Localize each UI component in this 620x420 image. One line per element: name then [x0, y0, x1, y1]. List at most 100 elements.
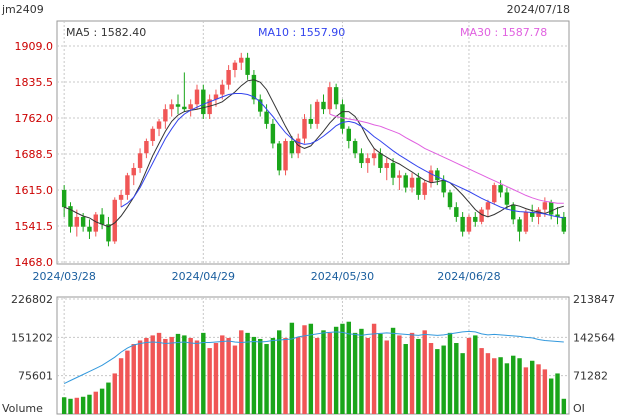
volume-bar — [498, 357, 503, 414]
candle-body — [466, 216, 472, 232]
volume-bar — [536, 364, 541, 414]
volume-bar — [163, 338, 168, 414]
volume-bar — [333, 326, 339, 414]
volume-bar — [213, 343, 219, 414]
candle-body — [283, 141, 288, 171]
candle-body — [302, 118, 307, 139]
candle-body — [188, 104, 193, 110]
price-tick-label: 1541.5 — [15, 220, 54, 233]
volume-bar — [523, 367, 529, 414]
candle-body — [542, 202, 548, 210]
volume-tick-label: 226802 — [11, 293, 53, 306]
candle-body — [378, 153, 383, 168]
candle-body — [333, 87, 339, 105]
volume-bar — [346, 321, 352, 414]
volume-bar — [169, 336, 174, 414]
volume-bar — [384, 340, 389, 414]
candle-body — [74, 216, 80, 227]
candle-body — [371, 153, 377, 159]
oi-tick-label: 142564 — [573, 331, 615, 344]
candle-body — [226, 70, 231, 85]
candle-body — [441, 180, 446, 193]
volume-bar — [378, 333, 383, 414]
candle-body — [365, 158, 370, 164]
candle-body — [156, 121, 162, 129]
candle-body — [93, 214, 99, 232]
price-tick-label: 1688.5 — [15, 148, 54, 161]
candle-body — [314, 101, 320, 124]
candle-body — [548, 202, 554, 215]
volume-bar — [118, 358, 124, 414]
date-tick-label: 2024/04/29 — [172, 270, 235, 283]
candle-body — [390, 163, 396, 178]
date-tick-label: 2024/06/28 — [437, 270, 500, 283]
candle-body — [112, 199, 117, 242]
volume-bar — [308, 323, 314, 414]
candle-body — [131, 167, 136, 176]
price-panel-frame — [56, 20, 570, 265]
volume-bar — [517, 358, 522, 414]
volume-bar — [542, 369, 548, 414]
candle-body — [106, 224, 111, 242]
candle-body — [276, 143, 282, 171]
candle-body — [416, 177, 421, 195]
price-tick-label: 1762.0 — [15, 112, 54, 125]
volume-bar — [403, 344, 408, 414]
candle-body — [403, 175, 408, 188]
candle-body — [137, 153, 143, 168]
volume-bar — [112, 373, 117, 414]
volume-bar — [131, 344, 136, 414]
candle-body — [327, 87, 333, 110]
volume-bar — [365, 337, 370, 414]
open-interest-line — [63, 330, 564, 385]
volume-bar — [87, 394, 92, 414]
volume-bar — [245, 332, 250, 414]
date-tick-label: 2024/03/28 — [32, 270, 95, 283]
candle-body — [182, 106, 187, 110]
candle-body — [125, 175, 130, 195]
volume-bar — [239, 330, 244, 414]
volume-bar — [156, 332, 162, 414]
price-tick-label: 1835.5 — [15, 76, 54, 89]
volume-tick-label: 75601 — [18, 370, 53, 383]
ma30-legend: MA30 : 1587.78 — [460, 26, 547, 39]
volume-bar — [409, 332, 415, 414]
volume-bar — [352, 332, 358, 414]
volume-y-axis: 226802 151202 75601 Volume — [2, 293, 53, 415]
candle-body — [239, 57, 244, 63]
price-tick-label: 1615.0 — [15, 184, 54, 197]
candle-body — [346, 128, 352, 142]
symbol-label: jm2409 — [1, 3, 44, 16]
volume-bar — [175, 333, 181, 414]
volume-bar — [188, 337, 193, 414]
candle-body — [87, 226, 92, 232]
candle-body — [473, 216, 478, 222]
date-x-axis: 2024/03/28 2024/04/29 2024/05/30 2024/06/28 — [32, 270, 500, 283]
candle-body — [61, 190, 67, 208]
ma30-line — [329, 113, 564, 204]
candle-body — [308, 118, 314, 124]
volume-bar — [106, 382, 111, 414]
volume-bar — [302, 325, 307, 414]
candle-body — [118, 194, 124, 200]
price-tick-label: 1468.0 — [15, 256, 54, 269]
candle-body — [384, 163, 389, 168]
volume-bar — [207, 348, 212, 414]
volume-bar — [93, 391, 99, 414]
candle-body — [232, 62, 238, 70]
candle-body — [523, 212, 529, 232]
ma10-legend: MA10 : 1557.90 — [258, 26, 345, 39]
volume-bar — [276, 330, 282, 414]
volume-bar — [144, 337, 149, 414]
candle-body — [428, 170, 434, 183]
volume-bar — [125, 350, 130, 414]
volume-bar — [137, 340, 143, 414]
date-tick-label: 2024/05/30 — [311, 270, 374, 283]
volume-tick-label: 151202 — [11, 331, 53, 344]
oi-tick-label: 213847 — [573, 293, 615, 306]
oi-y-axis: 213847 142564 71282 OI — [573, 293, 615, 415]
volume-bar — [371, 323, 377, 414]
volume-bar — [473, 335, 478, 414]
ma5-legend: MA5 : 1582.40 — [66, 26, 146, 39]
volume-bar — [460, 353, 465, 414]
